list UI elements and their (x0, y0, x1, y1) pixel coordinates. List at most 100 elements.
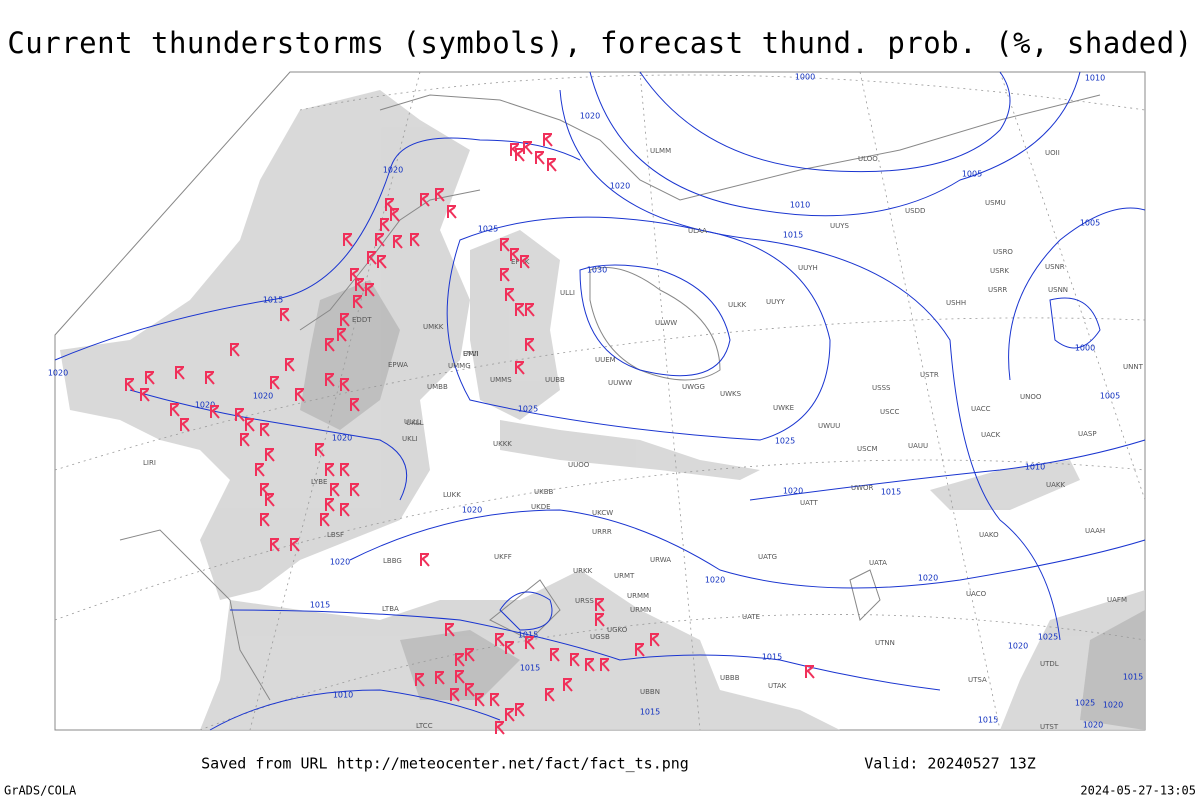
station-label: UBBB (720, 674, 740, 682)
coastline (489, 579, 561, 641)
isobar-label: 1015 (1123, 673, 1143, 682)
isobar-label: 1020 (462, 506, 482, 515)
thunderstorm-symbol (525, 338, 535, 352)
station-label: UAKO (979, 531, 999, 539)
thunderstorm-symbol (563, 678, 573, 692)
isobar-label: 1015 (263, 296, 283, 305)
grid-line (859, 71, 1001, 731)
thunderstorm-symbol (505, 288, 515, 302)
thunderstorm-symbol (500, 238, 510, 252)
thunderstorm-symbol (543, 133, 553, 147)
station-label: UATE (742, 613, 760, 621)
station-label: USCC (880, 408, 899, 416)
station-label: UKCW (592, 509, 613, 517)
thunderstorm-symbol (420, 553, 430, 567)
thunderstorm-symbol (495, 633, 505, 647)
isobar-label: 1025 (775, 437, 795, 446)
thunderstorm-symbol (375, 233, 385, 247)
thunderstorm-symbol (595, 613, 605, 627)
station-label: LBBG (383, 557, 402, 565)
station-label: USRR (988, 286, 1007, 294)
station-label: UMKK (423, 323, 444, 331)
thunderstorm-symbol (515, 148, 525, 162)
thunderstorm-symbol (515, 361, 525, 375)
thunderstorm-symbol (465, 683, 475, 697)
isobar-label: 1020 (332, 434, 352, 443)
station-label: UUYY (766, 298, 786, 306)
lat-lon-grid (54, 71, 1146, 731)
station-label: LBSF (327, 531, 344, 539)
station-label: UKDE (531, 503, 551, 511)
isobar-label: 1010 (790, 201, 810, 210)
thunderstorm-symbol (450, 688, 460, 702)
station-label: UASP (1078, 430, 1097, 438)
isobars (54, 71, 1146, 731)
station-label: USDD (905, 207, 925, 215)
thunderstorm-symbol (260, 513, 270, 527)
isobar (229, 609, 941, 691)
station-label: USCM (857, 445, 878, 453)
thunderstorm-symbol (490, 693, 500, 707)
station-label: UUOO (568, 461, 590, 469)
station-label: UMMS (490, 376, 512, 384)
thunderstorm-symbol (435, 671, 445, 685)
station-label: UTNN (875, 639, 895, 647)
thunderstorm-symbol (325, 498, 335, 512)
isobar-label: 1015 (640, 708, 660, 717)
thunderstorm-symbol (495, 721, 505, 735)
station-label: UGSB (590, 633, 610, 641)
isobar-label: 1005 (962, 170, 982, 179)
coastline (299, 189, 481, 331)
grid-line (639, 71, 701, 731)
isobar (1049, 297, 1101, 349)
isobar-label: 1005 (1100, 392, 1120, 401)
grid-line (54, 317, 1146, 471)
thunderstorm-symbol (390, 208, 400, 222)
thunderstorm-symbol (340, 378, 350, 392)
isobar-label: 1025 (1075, 699, 1095, 708)
thunderstorm-symbol (230, 343, 240, 357)
thunderstorm-symbol (515, 703, 525, 717)
thunderstorm-symbol (180, 418, 190, 432)
thunderstorm-symbol (285, 358, 295, 372)
thunderstorm-symbol (350, 483, 360, 497)
isobar-label: 1000 (1075, 344, 1095, 353)
thunder-probability-shading (300, 280, 1145, 730)
station-label: UTDL (1040, 660, 1059, 668)
thunderstorm-symbol (350, 268, 360, 282)
isobar (54, 137, 581, 361)
station-label: USRK (990, 267, 1009, 275)
station-label: UATG (758, 553, 777, 561)
thunderstorm-symbol (435, 188, 445, 202)
thunderstorm-symbol (393, 235, 403, 249)
thunderstorm-symbol (465, 648, 475, 662)
thunderstorm-symbol (510, 248, 520, 262)
thunderstorm-symbol (337, 328, 347, 342)
isobar-label: 1015 (520, 664, 540, 673)
thunderstorm-symbol (125, 378, 135, 392)
isobar-label: 1020 (610, 182, 630, 191)
isobar-label: 1015 (310, 601, 330, 610)
station-label: ULMM (650, 147, 671, 155)
station-label: ULAA (688, 227, 707, 235)
station-label: USMU (985, 199, 1006, 207)
thunderstorm-symbol (340, 463, 350, 477)
station-label: ULLI (560, 289, 575, 297)
station-label: USTR (920, 371, 939, 379)
thunderstorm-symbol (455, 653, 465, 667)
thunderstorm-symbol (255, 463, 265, 477)
thunderstorm-symbol (295, 388, 305, 402)
station-label: URKK (573, 567, 593, 575)
thunderstorm-symbol (550, 648, 560, 662)
isobar-label: 1020 (1083, 721, 1103, 730)
station-label: UKLI (402, 435, 418, 443)
thunderstorm-symbol (500, 268, 510, 282)
grid-line (199, 614, 1146, 731)
station-label: UATT (800, 499, 819, 507)
isobar (499, 591, 553, 631)
station-label: UWUU (818, 422, 840, 430)
shade-area (1080, 610, 1145, 730)
station-label: EPWA (388, 361, 408, 369)
thunderstorm-symbol (525, 636, 535, 650)
station-label: URRR (592, 528, 612, 536)
